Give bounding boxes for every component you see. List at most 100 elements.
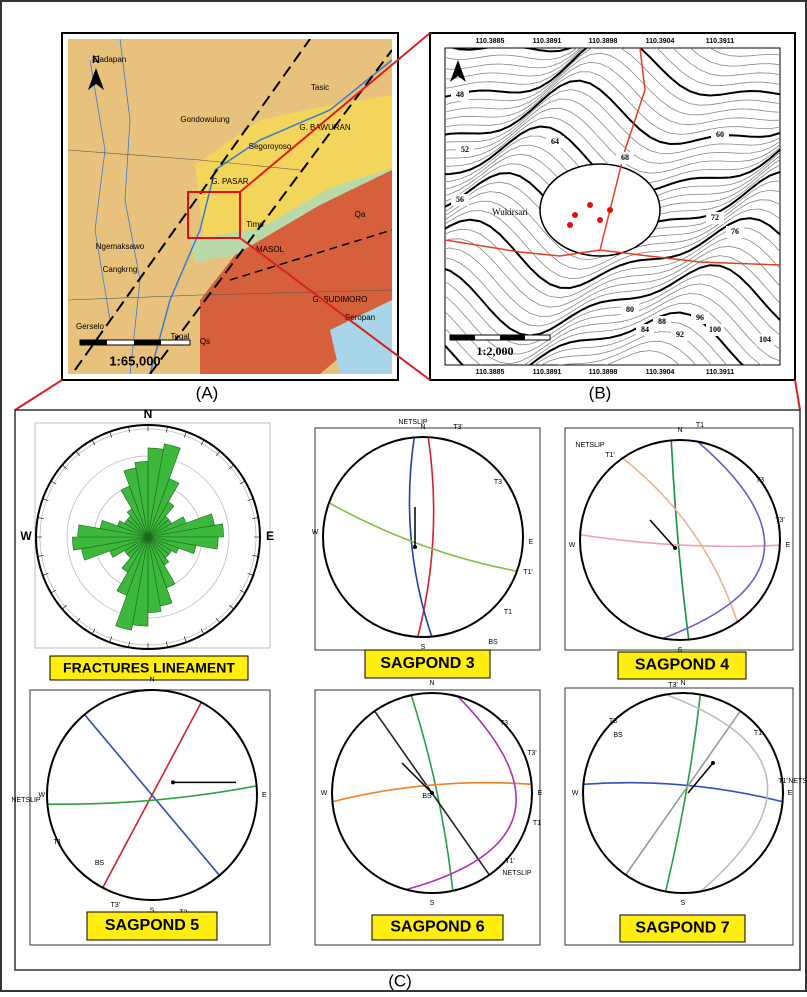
stereonet-label: T3: [500, 720, 508, 727]
contour-label: 64: [551, 137, 559, 146]
slip-head: [711, 761, 715, 765]
stereonet-label: T3': [668, 682, 678, 689]
coordinate-label: 110.3898: [589, 369, 618, 376]
figure: N 1:65,000 Dadapan Gondowulung Segoroyoso G…: [0, 0, 807, 992]
stereonet-label: W: [321, 790, 328, 797]
map-a: [62, 33, 398, 380]
stereonet-title: SAGPOND 3: [380, 655, 474, 672]
contour-label: 88: [658, 317, 666, 326]
slip-head: [673, 546, 677, 550]
stereonet-title: SAGPOND 6: [390, 919, 484, 936]
stereonet-label: T3': [775, 517, 785, 524]
stereonet-title: SAGPOND 5: [105, 917, 199, 934]
stereonet-box: [315, 690, 540, 945]
stereonet-title: SAGPOND 4: [635, 657, 729, 674]
stereonet-title: SAGPOND 7: [635, 920, 729, 937]
stereonet-label: N: [677, 427, 682, 434]
rose-title: FRACTURES LINEAMENT: [63, 660, 235, 676]
stereonet-label: S: [430, 900, 435, 907]
stereonet-label: T1: [696, 422, 704, 429]
compass-label: E: [266, 529, 274, 543]
contour-label: 76: [731, 227, 739, 236]
stereonet-label: T1': [505, 858, 515, 865]
stereonet-label: T3': [110, 902, 120, 909]
contour-label: 52: [461, 145, 469, 154]
place-label: Gerselo: [76, 322, 105, 331]
contour-label: 48: [456, 90, 464, 99]
stereonet-label: NETSLIP: [575, 442, 605, 449]
coordinate-label: 110.3891: [533, 38, 562, 45]
stereonet-label: E: [529, 539, 534, 546]
stereonet-label: T1: [533, 820, 541, 827]
stereonet-label: T3: [609, 718, 617, 725]
stereonet-label: N: [149, 676, 154, 683]
contour-label: 56: [456, 195, 464, 204]
place-label: Qa: [355, 210, 366, 219]
place-label: Dadapan: [94, 55, 126, 64]
stereonet-label: BS: [613, 732, 623, 739]
place-label: Timo: [246, 220, 264, 229]
stereonet-label: W: [569, 542, 576, 549]
coordinate-label: 110.3911: [706, 38, 735, 45]
contour-label: 72: [711, 213, 719, 222]
coordinate-label: 110.3885: [476, 369, 505, 376]
contour-label: 104: [759, 335, 771, 344]
stereonet-label: NETSLIP: [11, 797, 41, 804]
stereonet-label: T1': [605, 452, 615, 459]
stereonet-label: S: [681, 900, 686, 907]
contour-label: 80: [626, 305, 634, 314]
panel-label: (C): [388, 971, 412, 990]
contour-label: 68: [621, 153, 629, 162]
rose-diagram: NESWFRACTURES LINEAMENT: [20, 407, 274, 680]
stereonet-label: T1': [523, 569, 533, 576]
stereonet-label: NETSLIP: [398, 419, 428, 426]
slip-head: [413, 545, 417, 549]
slip-head: [171, 780, 175, 784]
place-label: Tasic: [311, 83, 329, 92]
stereonet-label: T3': [453, 424, 463, 431]
coordinate-label: 110.3904: [646, 38, 675, 45]
panel-label: (B): [589, 383, 612, 402]
coordinate-label: 110.3891: [533, 369, 562, 376]
place-label: Ngemaksawo: [96, 242, 145, 251]
place-label: Wukirsari: [492, 207, 528, 217]
stereonet-label: T3: [756, 477, 764, 484]
stereonet-label: NETSLIP: [788, 778, 807, 785]
stereonet-label: BS: [422, 793, 432, 800]
stereonet-label: T1': [778, 778, 788, 785]
contour-label: 96: [696, 313, 704, 322]
contour-line: [540, 164, 660, 256]
place-label: G. BAWURAN: [299, 123, 350, 132]
stereonet-label: W: [572, 790, 579, 797]
compass-label: N: [144, 407, 153, 421]
place-label: Qs: [200, 337, 210, 346]
coordinate-label: 110.3885: [476, 38, 505, 45]
stereonet-label: W: [312, 529, 319, 536]
stereonet-box: [565, 428, 793, 650]
stereonet-label: E: [788, 790, 793, 797]
stereonet-label: T1: [504, 609, 512, 616]
map-scale: 1:65,000: [109, 353, 160, 368]
place-label: Gondowulung: [180, 115, 229, 124]
place-label: Segoroyoso: [249, 142, 292, 151]
stereonet-label: E: [786, 542, 791, 549]
stereonet-label: T3': [527, 750, 537, 757]
stereonet-label: E: [262, 792, 267, 799]
stereonet-label: T1: [53, 839, 61, 846]
place-label: Cangkrng: [103, 265, 138, 274]
stereonet-label: E: [538, 790, 543, 797]
contour-label: 100: [709, 325, 721, 334]
contour-label: 60: [716, 130, 724, 139]
stereonet-label: NETSLIP: [502, 870, 532, 877]
compass-label: W: [20, 529, 32, 543]
contour-label: 84: [641, 325, 649, 334]
contour-label: 92: [676, 330, 684, 339]
stereonet-box: [315, 428, 540, 650]
panel-label: (A): [196, 383, 219, 402]
map-scale: 1:2,000: [477, 344, 514, 358]
stereonet-label: T1: [754, 730, 762, 737]
stereonet-label: BS: [488, 639, 498, 646]
place-label: Tegal: [170, 332, 189, 341]
coordinate-label: 110.3911: [706, 369, 735, 376]
place-label: G. PASAR: [211, 177, 248, 186]
